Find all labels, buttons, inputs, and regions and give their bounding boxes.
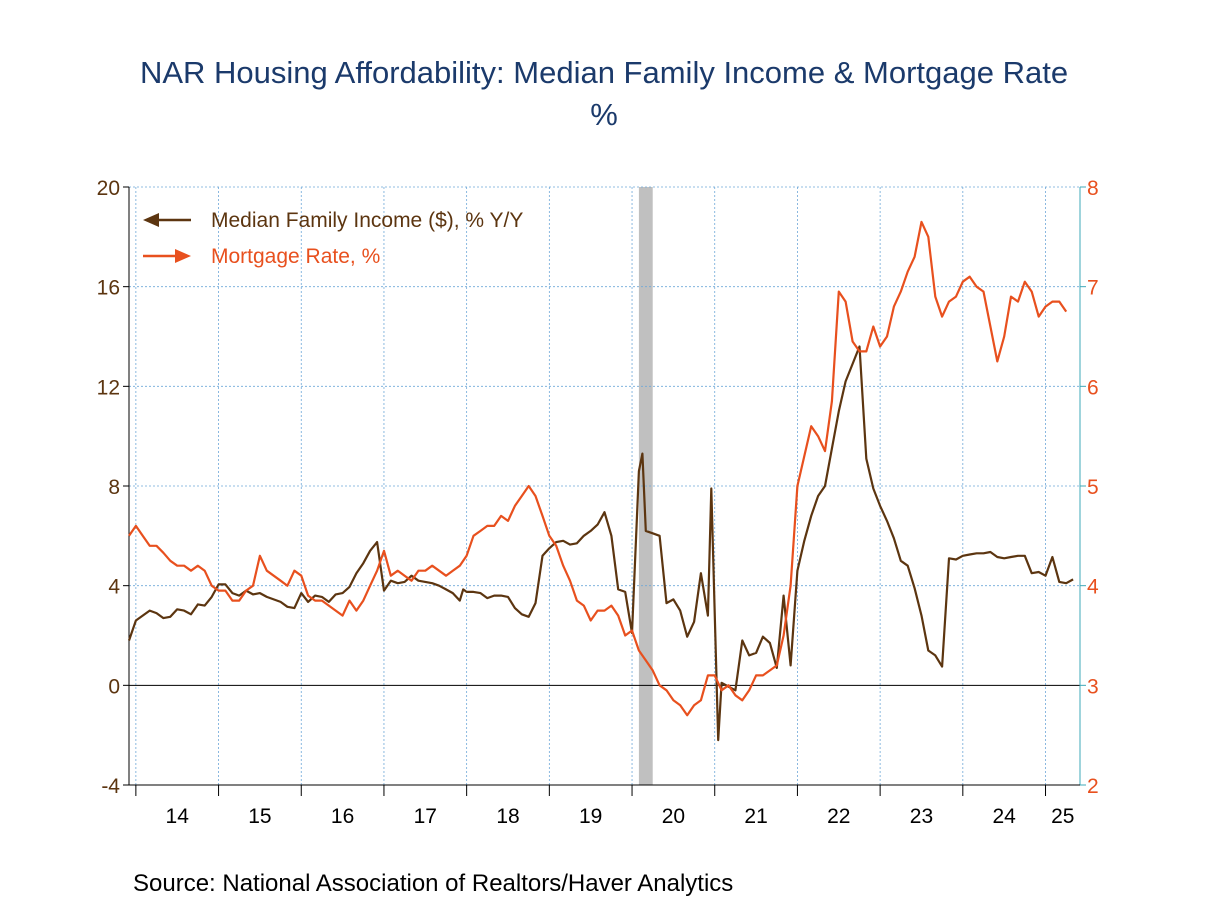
y-left-tick-label: 4 bbox=[108, 576, 120, 599]
y-left-tick-label: 8 bbox=[108, 476, 120, 499]
mortgage-line bbox=[128, 220, 1068, 717]
gridlines bbox=[129, 186, 1080, 785]
x-tick-label: 16 bbox=[331, 805, 354, 828]
x-tick-label: 14 bbox=[166, 805, 190, 828]
source-note: Source: National Association of Realtors… bbox=[133, 870, 734, 897]
y-right-tick-label: 7 bbox=[1087, 277, 1099, 300]
y-right-tick-label: 2 bbox=[1087, 775, 1099, 798]
y-right-tick-label: 5 bbox=[1087, 476, 1099, 499]
y-right-tick-label: 6 bbox=[1087, 376, 1099, 399]
legend-income-arrow-icon bbox=[143, 213, 159, 227]
income-line bbox=[127, 345, 1074, 742]
y-left-tick-label: 12 bbox=[97, 376, 120, 399]
y-right-tick-label: 8 bbox=[1087, 177, 1099, 200]
legend-mortgage-label: Mortgage Rate, % bbox=[211, 245, 380, 268]
x-tick-label: 18 bbox=[496, 805, 519, 828]
y-right-tick-label: 3 bbox=[1087, 675, 1099, 698]
legend: Median Family Income ($), % Y/Y Mortgage … bbox=[143, 209, 523, 268]
y-left-tick-label: 16 bbox=[97, 277, 120, 300]
y-right-tick-label: 4 bbox=[1087, 576, 1099, 599]
series-lines bbox=[127, 220, 1074, 742]
x-tick-label: 20 bbox=[662, 805, 685, 828]
x-tick-label: 22 bbox=[827, 805, 850, 828]
x-tick-label: 19 bbox=[579, 805, 602, 828]
chart-title: NAR Housing Affordability: Median Family… bbox=[139, 55, 1069, 90]
x-tick-label: 21 bbox=[744, 805, 767, 828]
y-left-tick-label: 0 bbox=[108, 675, 120, 698]
chart-subtitle: % bbox=[590, 97, 618, 132]
x-tick-label: 23 bbox=[910, 805, 933, 828]
x-tick-label: 17 bbox=[414, 805, 437, 828]
x-tick-label: 24 bbox=[992, 805, 1016, 828]
legend-income-label: Median Family Income ($), % Y/Y bbox=[211, 209, 523, 232]
x-tick-label: 25 bbox=[1051, 805, 1074, 828]
legend-mortgage-arrow-icon bbox=[175, 249, 191, 263]
y-left-tick-label: -4 bbox=[101, 775, 120, 798]
x-tick-label: 15 bbox=[248, 805, 271, 828]
y-left-tick-label: 20 bbox=[97, 177, 120, 200]
